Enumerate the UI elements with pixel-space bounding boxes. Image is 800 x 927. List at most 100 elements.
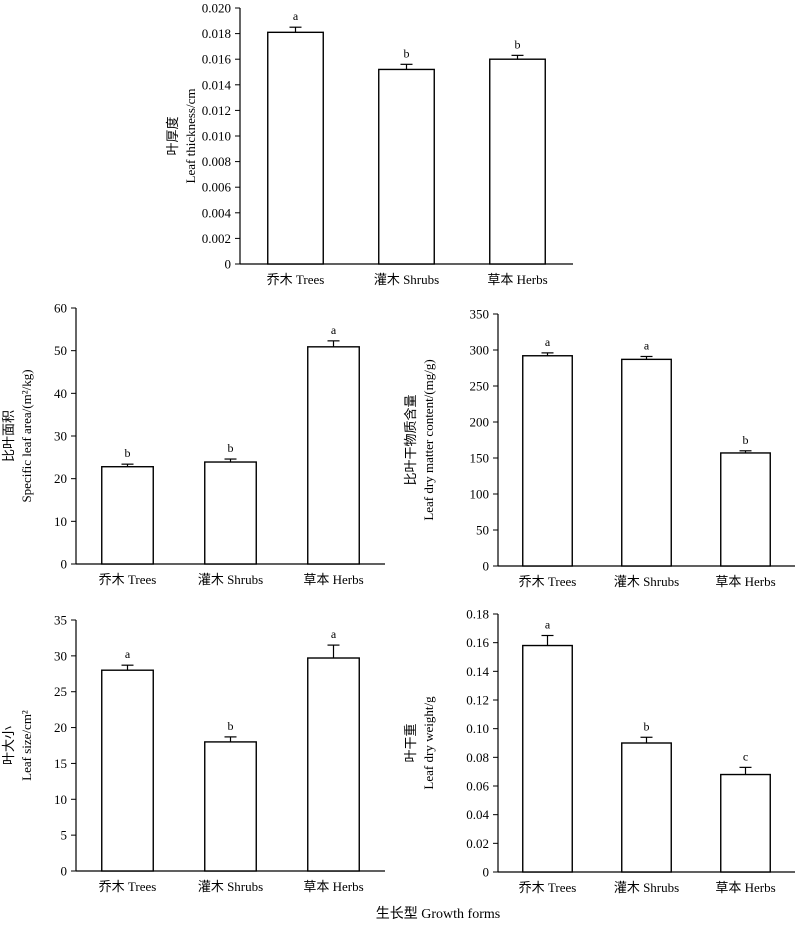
significance-label: b — [125, 446, 131, 460]
y-tick-label: 250 — [470, 379, 490, 394]
y-tick-label: 40 — [54, 386, 67, 401]
y-tick-label: 0.14 — [466, 664, 489, 679]
y-tick-label: 0.020 — [202, 1, 231, 16]
y-tick-label: 150 — [470, 451, 490, 466]
y-tick-label: 0.08 — [466, 750, 489, 765]
x-tick-label: 灌木 Shrubs — [198, 879, 263, 894]
y-tick-label: 0.18 — [466, 607, 489, 622]
y-tick-label: 200 — [470, 415, 490, 430]
y-tick-label: 35 — [54, 613, 67, 628]
y-tick-label: 30 — [54, 429, 67, 444]
bar — [307, 657, 360, 872]
chart-leaf-size: 0 5 10 15 20 25 30 35 叶大小 Leaf size/cm² a 乔木 Trees b… — [1, 613, 385, 894]
x-tick-label: 草本 Herbs — [303, 879, 363, 894]
x-tick-label: 灌木 Shrubs — [374, 272, 439, 287]
y-tick-label: 100 — [470, 487, 490, 502]
significance-label: b — [228, 441, 234, 455]
x-tick-label: 乔木 Trees — [99, 879, 157, 894]
bar — [101, 466, 154, 565]
y-tick-label: 300 — [470, 343, 490, 358]
x-tick-label: 乔木 Trees — [99, 572, 157, 587]
y-tick-label: 0.10 — [466, 721, 489, 736]
y-axis-label-en: Specific leaf area/(m²/kg) — [19, 369, 34, 502]
y-tick-label: 0 — [61, 864, 68, 879]
y-tick-label: 0.02 — [466, 836, 489, 851]
significance-label: c — [743, 749, 748, 763]
x-tick-label: 草本 Herbs — [715, 880, 775, 895]
bar — [204, 741, 257, 872]
y-tick-label: 50 — [54, 343, 67, 358]
y-tick-label: 0.018 — [202, 26, 231, 41]
bar — [204, 461, 257, 565]
x-tick-label: 灌木 Shrubs — [198, 572, 263, 587]
bar — [307, 346, 360, 565]
y-tick-label: 0.016 — [202, 52, 232, 67]
y-tick-label: 0.16 — [466, 635, 489, 650]
significance-label: a — [545, 618, 551, 632]
x-tick-label: 草本 Herbs — [715, 574, 775, 589]
y-axis-label-en: Leaf size/cm² — [19, 710, 34, 781]
significance-label: a — [545, 335, 551, 349]
y-axis-label-en: Leaf dry matter content/(mg/g) — [421, 359, 436, 520]
chart-specific-leaf-area: 0 10 20 30 40 50 60 比叶面积 Specific leaf area/(m²/… — [1, 301, 385, 587]
significance-label: a — [293, 9, 299, 23]
bar — [489, 58, 546, 265]
y-axis-label-cn: 比叶面积 — [1, 410, 16, 462]
y-tick-label: 10 — [54, 514, 67, 529]
bar — [101, 669, 154, 872]
bar — [378, 68, 435, 265]
x-tick-label: 乔木 Trees — [267, 272, 325, 287]
significance-label: a — [331, 323, 337, 337]
significance-label: b — [743, 433, 749, 447]
bar — [267, 31, 324, 265]
y-tick-label: 0.002 — [202, 231, 231, 246]
y-tick-label: 0 — [61, 557, 68, 572]
bar — [522, 644, 573, 873]
y-tick-label: 0 — [483, 865, 490, 880]
y-axis-label-cn: 叶干重 — [403, 723, 418, 762]
y-tick-label: 350 — [470, 307, 490, 322]
bar — [522, 355, 573, 567]
x-tick-label: 灌木 Shrubs — [614, 574, 679, 589]
y-tick-label: 0 — [483, 559, 490, 574]
y-tick-label: 0.06 — [466, 779, 489, 794]
y-tick-label: 30 — [54, 648, 67, 663]
x-tick-label: 乔木 Trees — [519, 880, 577, 895]
significance-label: b — [644, 719, 650, 733]
x-tick-label: 灌木 Shrubs — [614, 880, 679, 895]
x-tick-label: 草本 Herbs — [487, 272, 547, 287]
x-tick-label: 乔木 Trees — [519, 574, 577, 589]
significance-label: b — [515, 37, 521, 51]
significance-label: b — [228, 719, 234, 733]
bar — [621, 742, 672, 873]
y-axis-label-cn: 叶大小 — [1, 726, 16, 765]
figure-x-axis-label: 生长型 Growth forms — [376, 906, 500, 922]
significance-label: b — [404, 46, 410, 60]
y-axis-label-cn: 比叶干物质含量 — [403, 394, 418, 485]
bar — [720, 773, 771, 873]
x-tick-label: 草本 Herbs — [303, 572, 363, 587]
chart-leaf-dry-matter-content: 0 50 100 150 200 250 300 350 比叶干物质含量 Leaf dry mat… — [403, 307, 795, 589]
y-tick-label: 20 — [54, 471, 67, 486]
y-tick-label: 0.12 — [466, 693, 489, 708]
y-tick-label: 10 — [54, 792, 67, 807]
y-tick-label: 0.04 — [466, 807, 489, 822]
significance-label: a — [644, 338, 650, 352]
y-tick-label: 0.004 — [202, 205, 232, 220]
bar — [720, 452, 771, 567]
chart-leaf-dry-weight: 0 0.02 0.04 0.06 0.08 0.10 0.12 0.14 0.16 0.18 叶干重… — [403, 607, 795, 895]
y-tick-label: 0.008 — [202, 154, 231, 169]
y-tick-label: 0.010 — [202, 129, 231, 144]
y-axis-label-en: Leaf dry weight/g — [421, 696, 436, 790]
chart-leaf-thickness: 0 0.002 0.004 0.006 0.008 0.010 0.012 0.014 0.01… — [165, 1, 573, 287]
y-tick-label: 60 — [54, 301, 67, 316]
significance-label: a — [125, 647, 131, 661]
y-tick-label: 0 — [225, 257, 232, 272]
y-tick-label: 15 — [54, 756, 67, 771]
y-axis-label-en: Leaf thickness/cm — [183, 89, 198, 184]
y-tick-label: 20 — [54, 720, 67, 735]
y-tick-label: 5 — [61, 828, 68, 843]
y-tick-label: 0.012 — [202, 103, 231, 118]
